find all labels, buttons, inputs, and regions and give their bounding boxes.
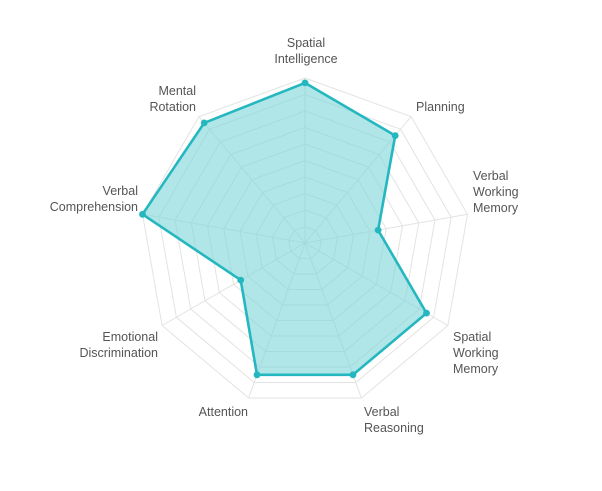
data-point [253,371,261,379]
data-point [374,226,382,234]
data-point [237,276,245,284]
data-point [349,371,357,379]
axis-label: Spatial Working Memory [453,330,499,376]
axis-label: Verbal Working Memory [473,169,519,215]
axis-label: Verbal Comprehension [50,184,138,214]
axis-label: Verbal Reasoning [364,405,424,435]
axis-label: Planning [416,100,465,114]
axis-label: Attention [199,405,248,419]
series-area [141,81,428,377]
axis-label: Mental Rotation [149,84,196,114]
grid-ring [141,77,469,399]
data-point [423,309,430,317]
data-point [391,132,399,140]
data-point [200,119,208,127]
axis-labels: Spatial Intelligence Planning Verbal Working… [50,36,519,435]
axis-label: Emotional Discrimination [80,330,159,360]
data-point [301,79,309,87]
axis-label: Spatial Intelligence [274,36,337,66]
data-point [139,210,146,218]
radar-series [139,79,430,379]
